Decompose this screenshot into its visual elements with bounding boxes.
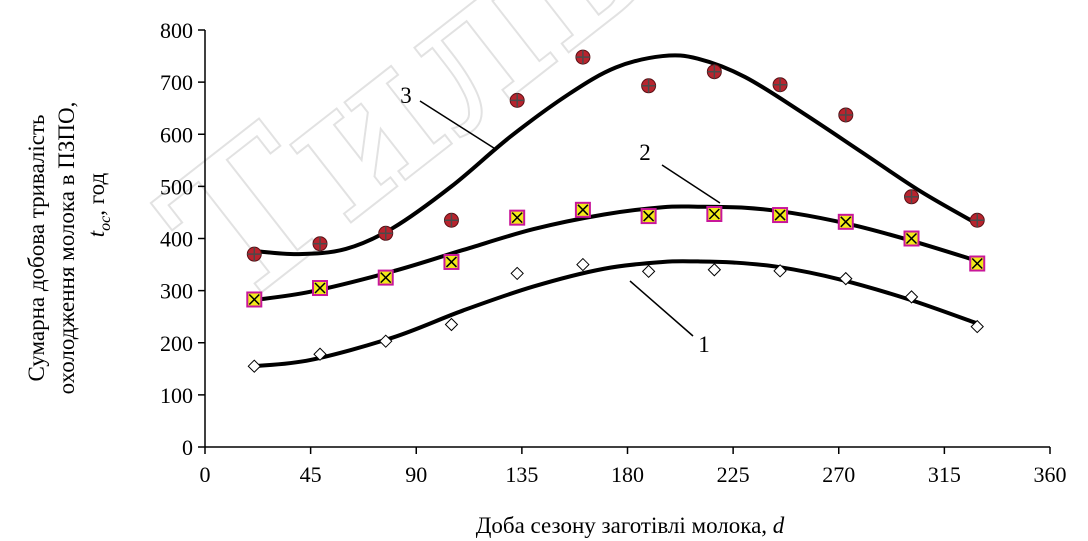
y-tick-label: 200	[160, 331, 193, 356]
point-series-1	[641, 264, 656, 279]
point-series-2	[509, 209, 526, 226]
point-series-3	[575, 49, 591, 65]
point-series-2	[903, 230, 920, 247]
fit-curve-3	[252, 53, 980, 257]
point-series-1	[313, 347, 327, 361]
x-tick-label: 225	[717, 462, 750, 487]
curve-label-3: 3	[400, 83, 412, 108]
x-tick-label: 315	[928, 462, 961, 487]
curve-label-2: 2	[639, 140, 651, 165]
point-series-2	[837, 213, 854, 230]
y-axis-var: t	[84, 230, 109, 237]
point-series-2	[772, 207, 789, 224]
point-series-3	[838, 107, 854, 123]
point-series-2	[706, 206, 723, 223]
watermark: Тиль	[125, 0, 692, 349]
y-tick-label: 300	[160, 279, 193, 304]
y-tick-label: 600	[160, 122, 193, 147]
point-series-1	[247, 359, 261, 373]
y-axis-sub: ос	[97, 216, 114, 231]
point-series-3	[969, 212, 985, 228]
point-series-1	[510, 266, 524, 281]
y-tick-label: 400	[160, 227, 193, 252]
point-series-2	[443, 253, 460, 270]
point-series-3	[312, 236, 328, 252]
curve-label-1: 1	[698, 332, 710, 357]
point-series-3	[904, 189, 920, 205]
point-series-3	[246, 246, 262, 262]
x-axis-title: Доба сезону заготівлі молока, d	[476, 513, 785, 538]
point-series-3	[772, 77, 788, 93]
point-series-1	[444, 317, 459, 332]
curve-label-leader-3	[419, 100, 498, 151]
point-series-1	[970, 319, 984, 334]
point-series-3	[378, 225, 394, 241]
point-series-2	[574, 201, 591, 218]
point-series-2	[246, 291, 263, 308]
point-series-2	[640, 208, 657, 225]
point-series-1	[839, 271, 853, 286]
y-ticks: 0 100 200 300 400 500 600 700 800	[160, 18, 205, 460]
x-axis-title-var: d	[773, 513, 785, 538]
point-series-1	[773, 264, 787, 278]
x-tick-label: 45	[300, 462, 322, 487]
y-tick-label: 100	[160, 383, 193, 408]
data-markers	[246, 49, 986, 373]
point-series-2	[312, 280, 329, 297]
point-series-1	[707, 263, 722, 277]
point-series-2	[377, 269, 394, 286]
x-tick-label: 360	[1034, 462, 1067, 487]
point-series-3	[706, 64, 722, 80]
fit-curve-1	[252, 259, 980, 369]
point-series-1	[904, 290, 919, 304]
y-tick-label: 700	[160, 70, 193, 95]
x-tick-label: 90	[405, 462, 427, 487]
y-axis-unit: , год	[84, 173, 109, 216]
x-tick-label: 180	[611, 462, 644, 487]
curve-labels: 1 2 3	[400, 83, 721, 357]
x-tick-label: 270	[822, 462, 855, 487]
x-tick-label: 135	[505, 462, 538, 487]
y-tick-label: 500	[160, 174, 193, 199]
y-axis-title-line2: охолодження молока в ПЗПО,	[54, 102, 79, 395]
y-axis-title: Сумарна добова тривалість охолодження мо…	[24, 102, 114, 395]
point-series-2	[969, 255, 986, 272]
y-axis-title-line3: tос, год	[84, 173, 114, 238]
curve-label-leader-2	[661, 164, 721, 204]
x-axis-title-text: Доба сезону заготівлі молока,	[476, 513, 773, 538]
y-axis-title-line1: Сумарна добова тривалість	[24, 115, 49, 382]
point-series-3	[443, 212, 459, 228]
point-series-3	[509, 92, 525, 108]
y-tick-label: 800	[160, 18, 193, 43]
y-tick-label: 0	[182, 435, 193, 460]
point-series-1	[576, 257, 590, 272]
x-tick-label: 0	[200, 462, 211, 487]
curve-label-leader-1	[629, 280, 694, 337]
point-series-1	[379, 334, 393, 348]
point-series-3	[641, 78, 657, 94]
x-ticks: 0 45 90 135 180 225 270 315 360	[200, 447, 1067, 487]
